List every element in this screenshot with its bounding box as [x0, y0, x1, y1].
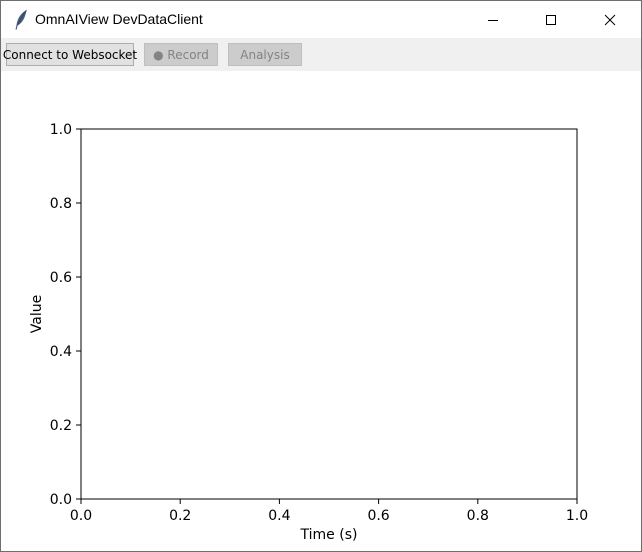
axes-frame: [80, 128, 578, 500]
analysis-button[interactable]: Analysis: [228, 43, 302, 66]
x-tick-label: 0.0: [70, 508, 92, 524]
x-axis-label: Time (s): [300, 527, 358, 543]
y-tick-label: 0.0: [50, 492, 72, 508]
y-tick-label: 0.2: [50, 418, 72, 434]
y-tick-label: 1.0: [50, 122, 72, 138]
x-tick-label: 0.2: [169, 508, 191, 524]
y-axis-label: Value: [29, 295, 45, 333]
connect-websocket-button[interactable]: Connect to Websocket: [3, 43, 137, 66]
record-button[interactable]: ● Record: [144, 43, 218, 66]
x-tick-label: 0.8: [467, 508, 489, 524]
y-tick-label: 0.4: [50, 344, 72, 360]
maximize-icon: [545, 14, 557, 26]
title-bar[interactable]: OmnAIView DevDataClient: [1, 1, 641, 38]
plot-area: 0.0 0.2 0.4 0.6 0.8 1.0 0.0 0.2 0.4 0.6 0.8 1.0 Ti…: [29, 122, 588, 543]
x-tick-label: 0.6: [367, 508, 389, 524]
feather-icon: [13, 9, 29, 31]
close-icon: [604, 14, 616, 26]
x-axis: 0.0 0.2 0.4 0.6 0.8 1.0: [70, 499, 588, 524]
y-tick-label: 0.6: [50, 270, 72, 286]
maximize-button[interactable]: [522, 1, 580, 38]
window-title: OmnAIView DevDataClient: [35, 11, 203, 27]
minimize-button[interactable]: [464, 1, 522, 38]
x-tick-label: 1.0: [566, 508, 588, 524]
y-tick-label: 0.8: [50, 196, 72, 212]
toolbar: Connect to Websocket ● Record Analysis: [1, 38, 641, 71]
y-axis: 0.0 0.2 0.4 0.6 0.8 1.0: [50, 122, 81, 508]
x-tick-label: 0.4: [268, 508, 290, 524]
minimize-icon: [487, 14, 499, 26]
close-button[interactable]: [581, 1, 639, 38]
